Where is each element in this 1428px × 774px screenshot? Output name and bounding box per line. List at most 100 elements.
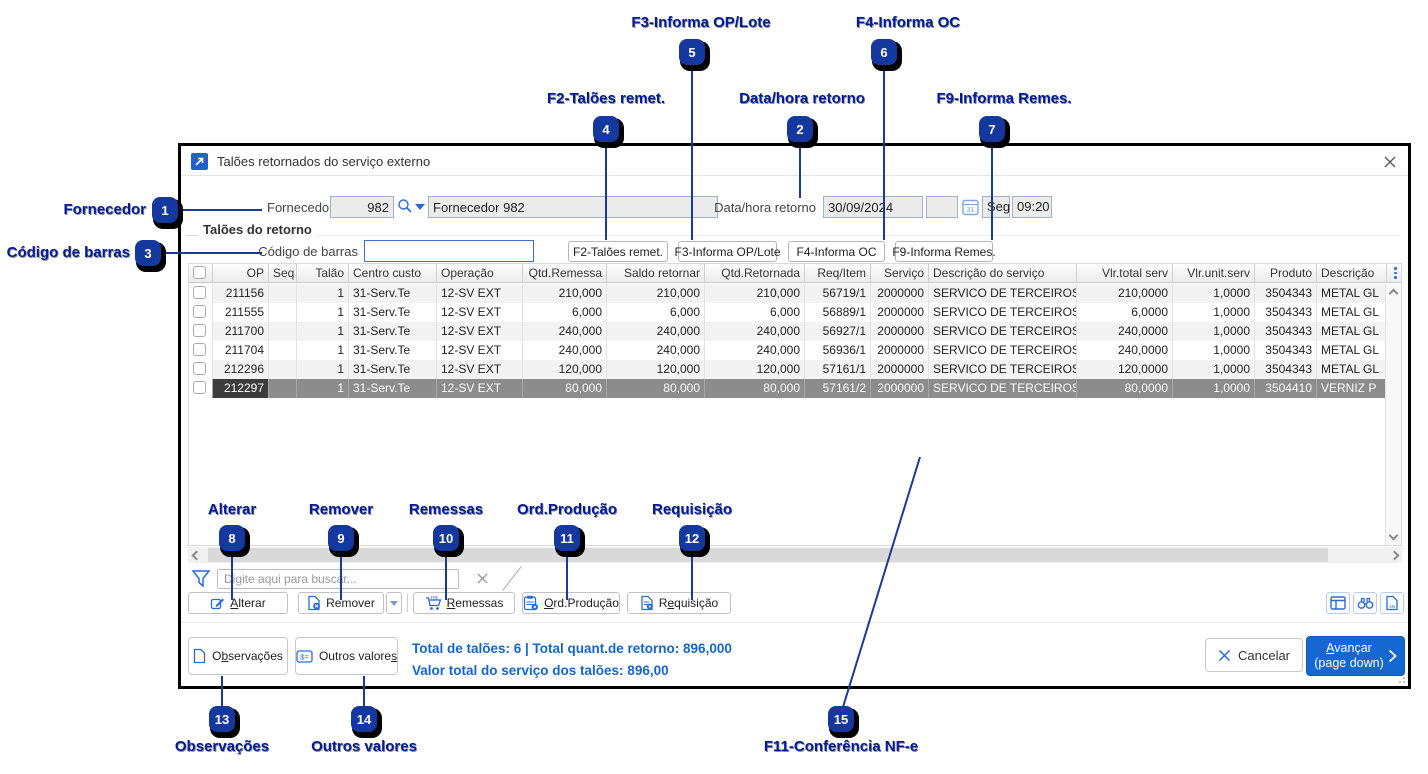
column-header[interactable]: Vlr.total serv <box>1077 264 1173 283</box>
fornecedor-name-field[interactable] <box>428 196 718 218</box>
table-cell[interactable]: 211555 <box>213 303 269 322</box>
table-cell[interactable] <box>269 360 297 379</box>
table-cell[interactable]: 3504343 <box>1255 284 1317 303</box>
scroll-right-icon[interactable] <box>1386 547 1402 563</box>
table-cell[interactable]: 240,000 <box>607 341 705 360</box>
barcode-input[interactable] <box>364 240 534 262</box>
table-cell[interactable]: 80,000 <box>705 379 805 398</box>
table-cell[interactable]: 211704 <box>213 341 269 360</box>
table-cell[interactable]: 1 <box>297 341 349 360</box>
table-cell[interactable]: 212296 <box>213 360 269 379</box>
table-cell[interactable]: METAL GL <box>1321 324 1380 338</box>
table-cell[interactable]: 240,000 <box>705 341 805 360</box>
table-cell[interactable]: 240,000 <box>523 322 607 341</box>
table-cell[interactable]: 2000000 <box>871 284 929 303</box>
table-cell[interactable]: 80,000 <box>523 379 607 398</box>
table-cell[interactable]: 80,0000 <box>1077 379 1173 398</box>
table-cell[interactable]: 1 <box>297 303 349 322</box>
table-cell[interactable]: 2000000 <box>871 322 929 341</box>
table-cell[interactable]: 31-Serv.Te <box>349 322 437 341</box>
f4-informa-oc-button[interactable]: F4-Informa OC <box>788 241 885 262</box>
calendar-icon[interactable]: 31 <box>962 198 979 221</box>
table-row[interactable]: 212297 1 31-Serv.Te 12-SV EXT 80,000 80,000 80… <box>189 379 1387 398</box>
scroll-up-icon[interactable] <box>1388 288 1399 299</box>
table-cell[interactable]: 210,000 <box>705 284 805 303</box>
clear-search-icon[interactable] <box>473 570 491 588</box>
scroll-left-icon[interactable] <box>188 547 204 563</box>
table-cell[interactable]: 211700 <box>213 322 269 341</box>
row-checkbox[interactable] <box>193 343 206 356</box>
column-header[interactable]: Qtd.Retornada <box>705 264 805 283</box>
table-cell[interactable]: 212297 <box>213 379 269 398</box>
table-cell[interactable]: 2000000 <box>871 360 929 379</box>
table-cell[interactable]: 240,0000 <box>1077 322 1173 341</box>
table-cell[interactable]: 2000000 <box>871 341 929 360</box>
table-cell[interactable]: 1,0000 <box>1173 284 1255 303</box>
table-cell[interactable]: 31-Serv.Te <box>349 379 437 398</box>
close-icon[interactable] <box>1380 152 1400 172</box>
fornecedor-code-field[interactable] <box>330 196 394 218</box>
table-cell[interactable]: 120,0000 <box>1077 360 1173 379</box>
select-all-checkbox[interactable] <box>193 266 206 279</box>
table-cell[interactable]: METAL GL <box>1321 305 1380 319</box>
table-cell[interactable]: 120,000 <box>523 360 607 379</box>
time-field[interactable]: 09:20 <box>1012 196 1052 218</box>
table-cell[interactable]: SERVICO DE TERCEIROS <box>929 322 1077 341</box>
search-input[interactable] <box>217 569 459 589</box>
outros-valores-button[interactable]: $= Outros valores <box>295 637 398 675</box>
table-row[interactable]: 211156 1 31-Serv.Te 12-SV EXT 210,000 210,000… <box>189 284 1385 303</box>
table-cell[interactable]: 210,000 <box>523 284 607 303</box>
filter-icon[interactable] <box>191 569 211 589</box>
table-cell[interactable]: 2000000 <box>871 379 929 398</box>
requisicao-button[interactable]: Requisição <box>627 592 731 614</box>
column-header[interactable]: Descrição do serviço <box>929 264 1077 283</box>
column-header[interactable]: Vlr.unit.serv <box>1173 264 1255 283</box>
table-cell[interactable] <box>269 284 297 303</box>
table-cell[interactable]: 2000000 <box>871 303 929 322</box>
table-cell[interactable]: 240,000 <box>523 341 607 360</box>
column-header[interactable]: OP <box>213 264 269 283</box>
column-header[interactable]: Produto <box>1255 264 1317 283</box>
table-cell[interactable]: 1 <box>297 379 349 398</box>
table-cell[interactable]: 12-SV EXT <box>437 303 523 322</box>
row-checkbox[interactable] <box>193 305 206 318</box>
table-cell[interactable]: 6,000 <box>523 303 607 322</box>
remessas-button[interactable]: D$ Remessas <box>413 592 515 614</box>
chevron-down-icon[interactable] <box>415 204 425 210</box>
remover-dropdown-button[interactable] <box>386 592 402 614</box>
table-cell[interactable]: SERVICO DE TERCEIROS <box>929 303 1077 322</box>
remover-button[interactable]: Remover <box>298 592 384 614</box>
table-cell[interactable]: VERNIZ P <box>1317 379 1387 398</box>
row-checkbox[interactable] <box>193 324 206 337</box>
vertical-scrollbar[interactable] <box>1385 284 1401 545</box>
resize-grip[interactable] <box>1398 676 1406 684</box>
ord-producao-button[interactable]: Ord.Produção <box>522 592 620 614</box>
table-cell[interactable]: 120,000 <box>607 360 705 379</box>
table-cell[interactable]: 3504343 <box>1255 360 1317 379</box>
table-cell[interactable]: 3504343 <box>1255 322 1317 341</box>
table-cell[interactable]: 56927/1 <box>805 322 871 341</box>
table-cell[interactable]: SERVICO DE TERCEIROS <box>929 284 1077 303</box>
table-cell[interactable]: 31-Serv.Te <box>349 303 437 322</box>
table-cell[interactable]: 12-SV EXT <box>437 341 523 360</box>
table-cell[interactable]: 12-SV EXT <box>437 360 523 379</box>
table-cell[interactable]: 56889/1 <box>805 303 871 322</box>
table-row[interactable]: 211704 1 31-Serv.Te 12-SV EXT 240,000 240,000… <box>189 341 1385 360</box>
row-checkbox[interactable] <box>193 362 206 375</box>
table-cell[interactable]: 3504343 <box>1255 303 1317 322</box>
table-cell[interactable]: 12-SV EXT <box>437 322 523 341</box>
scroll-down-icon[interactable] <box>1388 530 1399 541</box>
column-header[interactable]: Talão <box>297 264 349 283</box>
table-cell[interactable]: 1,0000 <box>1173 303 1255 322</box>
table-cell[interactable]: SERVICO DE TERCEIROS <box>929 360 1077 379</box>
table-cell[interactable]: 57161/1 <box>805 360 871 379</box>
column-header[interactable]: Saldo retornar <box>607 264 705 283</box>
table-cell[interactable] <box>269 379 297 398</box>
table-cell[interactable] <box>269 341 297 360</box>
table-cell[interactable]: SERVICO DE TERCEIROS <box>929 341 1077 360</box>
table-cell[interactable]: 3504410 <box>1255 379 1317 398</box>
column-header[interactable]: Serviço <box>871 264 929 283</box>
table-cell[interactable]: 240,000 <box>607 322 705 341</box>
column-header[interactable]: Operação <box>437 264 523 283</box>
scrollbar-thumb[interactable] <box>208 548 1328 562</box>
